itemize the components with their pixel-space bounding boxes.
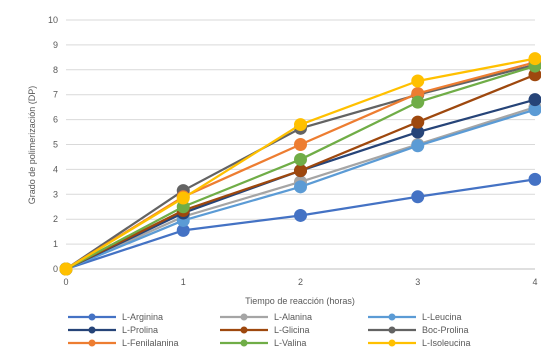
legend-item: L-Alanina [220, 312, 312, 322]
data-point [411, 125, 425, 139]
data-point [176, 191, 190, 205]
legend-label: L-Prolina [122, 325, 158, 335]
data-point [294, 180, 307, 194]
legend-swatch-marker [240, 339, 248, 347]
data-point [294, 138, 307, 151]
legend-swatch-marker [388, 326, 396, 334]
legend-label: L-Fenilalanina [122, 338, 179, 347]
y-tick-label: 9 [53, 40, 58, 50]
legend-swatch-marker [88, 326, 96, 334]
y-tick-label: 3 [53, 189, 58, 199]
x-tick-label: 4 [532, 277, 537, 287]
y-tick-label: 7 [53, 90, 58, 100]
legend-item: L-Glicina [220, 325, 310, 335]
series-group [59, 52, 541, 276]
y-tick-label: 8 [53, 65, 58, 75]
data-point [528, 103, 541, 117]
legend-swatch-marker [88, 313, 96, 321]
data-point [176, 223, 190, 237]
legend-item: L-Arginina [68, 312, 163, 322]
legend-swatch-marker [388, 339, 396, 347]
data-point [294, 164, 307, 178]
legend-label: L-Glicina [274, 325, 310, 335]
legend-item: Boc-Prolina [368, 325, 469, 335]
legend-swatch-marker [240, 313, 248, 321]
legend-item: L-Isoleucina [368, 338, 471, 347]
data-point [528, 172, 541, 186]
data-point [528, 52, 541, 66]
y-axis-label: Grado de polimerización (DP) [27, 86, 37, 205]
y-tick-label: 2 [53, 214, 58, 224]
data-point [411, 115, 425, 129]
data-point [528, 93, 541, 107]
data-point [294, 152, 307, 166]
data-point [59, 262, 73, 276]
legend-swatch-marker [388, 313, 396, 321]
legend-item: L-Valina [220, 338, 306, 347]
legend-swatch-marker [240, 326, 248, 334]
legend-label: L-Arginina [122, 312, 163, 322]
series-l-isoleucina [59, 52, 541, 276]
x-tick-label: 0 [63, 277, 68, 287]
series-l-valina [59, 59, 541, 276]
legend-item: L-Fenilalanina [68, 338, 179, 347]
legend-label: L-Valina [274, 338, 306, 347]
legend-label: L-Leucina [422, 312, 462, 322]
data-point [411, 95, 425, 109]
x-tick-label: 3 [415, 277, 420, 287]
legend-swatch-marker [88, 339, 96, 347]
legend-label: L-Isoleucina [422, 338, 471, 347]
y-tick-label: 6 [53, 115, 58, 125]
data-point [294, 118, 307, 132]
y-tick-label: 0 [53, 264, 58, 274]
x-axis-label: Tiempo de reacción (horas) [245, 296, 355, 306]
legend-item: L-Prolina [68, 325, 158, 335]
data-point [411, 139, 425, 153]
y-tick-label: 1 [53, 239, 58, 249]
legend-label: Boc-Prolina [422, 325, 469, 335]
data-point [411, 74, 425, 88]
legend-label: L-Alanina [274, 312, 312, 322]
legend-item: L-Leucina [368, 312, 462, 322]
x-tick-label: 2 [298, 277, 303, 287]
legend: L-Arginina L-Alanina L-Leucina L-Prolina L-G… [68, 312, 471, 347]
data-point [411, 190, 425, 204]
y-tick-label: 5 [53, 140, 58, 150]
data-point [294, 208, 307, 222]
x-tick-label: 1 [181, 277, 186, 287]
x-tick-labels: 0 1 2 3 4 [63, 277, 537, 287]
y-tick-labels: 0 1 2 3 4 5 6 7 8 9 10 [48, 15, 58, 274]
y-tick-label: 4 [53, 164, 58, 174]
y-tick-label: 10 [48, 15, 58, 25]
